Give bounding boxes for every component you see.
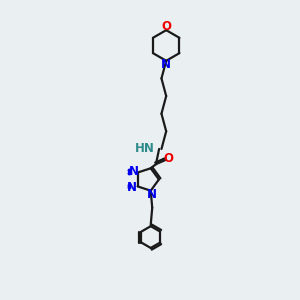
Text: N: N bbox=[147, 188, 157, 201]
Text: HN: HN bbox=[135, 142, 155, 155]
Text: O: O bbox=[163, 152, 173, 165]
Text: N: N bbox=[128, 165, 138, 178]
Text: N: N bbox=[127, 181, 137, 194]
Text: O: O bbox=[161, 20, 171, 33]
Text: N: N bbox=[161, 58, 171, 71]
